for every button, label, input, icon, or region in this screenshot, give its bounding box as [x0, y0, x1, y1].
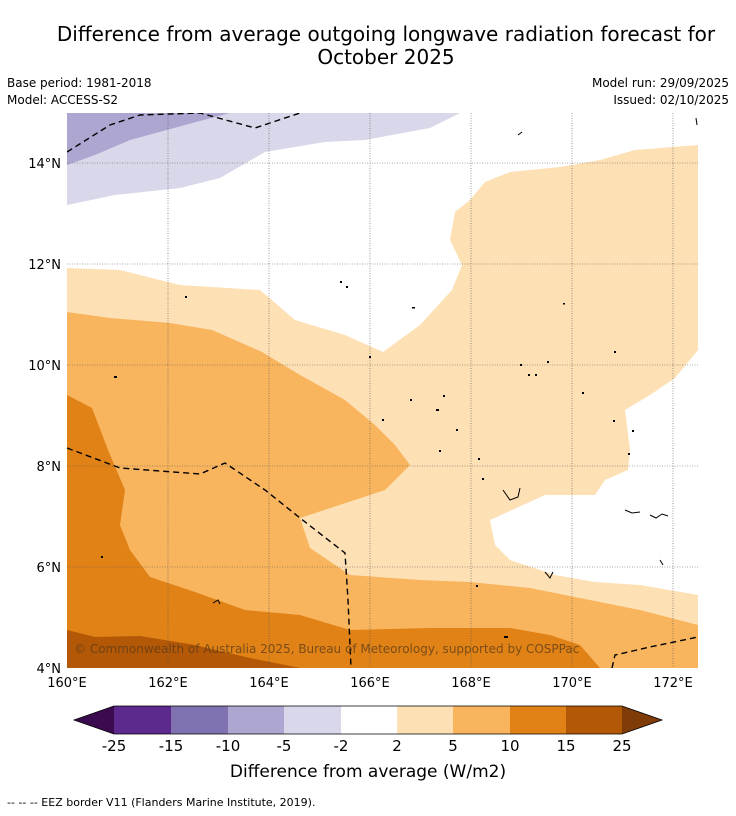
colorbar-tick: -15 — [159, 737, 184, 755]
colorbar — [72, 705, 664, 735]
colorbar-tick: -5 — [277, 737, 292, 755]
colorbar-swatch — [510, 706, 566, 734]
meta-right: Model run: 29/09/2025 Issued: 02/10/2025 — [592, 75, 729, 109]
colorbar-tick: 15 — [556, 737, 575, 755]
band-neg10-5 — [67, 113, 230, 165]
colorbar-tick: -10 — [216, 737, 241, 755]
lon-tick-label: 170°E — [552, 676, 592, 691]
map-title-line1: Difference from average outgoing longwav… — [56, 22, 716, 46]
model-run-text: Model run: 29/09/2025 — [591, 76, 729, 90]
lat-tick-label: 4°N — [37, 662, 62, 677]
model-text: Model: ACCESS-S2 — [7, 93, 119, 107]
graticule — [67, 113, 698, 668]
colorbar-swatch — [228, 706, 284, 734]
colorbar-swatch — [397, 706, 453, 734]
lat-tick-label: 12°N — [28, 258, 61, 273]
lon-tick-label: 164°E — [249, 676, 289, 691]
band-pos10-15 — [67, 395, 600, 668]
islands — [212, 117, 698, 605]
colorbar-swatch — [171, 706, 228, 734]
colorbar-swatch — [341, 706, 397, 734]
lon-tick-label: 162°E — [148, 676, 188, 691]
lon-tick-label: 168°E — [451, 676, 491, 691]
colorbar-tick: 2 — [392, 737, 402, 755]
colorbar-swatch — [566, 706, 622, 734]
colorbar-extend-low — [74, 706, 114, 734]
meta-left: Base period: 1981-2018 Model: ACCESS-S2 — [7, 75, 152, 109]
issued-text: Issued: 02/10/2025 — [613, 93, 729, 107]
band-pos5-10 — [67, 312, 698, 668]
colorbar-tick: -2 — [334, 737, 349, 755]
lon-tick-label: 166°E — [350, 676, 390, 691]
island-dots — [101, 281, 634, 638]
lat-tick-label: 10°N — [28, 359, 61, 374]
colorbar-tick: 10 — [500, 737, 519, 755]
lon-axis-labels: 160°E 162°E 164°E 166°E 168°E 170°E 172°… — [47, 676, 693, 691]
colorbar-outline — [72, 705, 664, 735]
base-period-text: Base period: 1981-2018 — [7, 76, 152, 90]
map-plot-area: © Commonwealth of Australia 2025, Bureau… — [67, 113, 698, 668]
lat-tick-label: 6°N — [37, 561, 62, 576]
lat-axis-labels: 14°N 12°N 10°N 8°N 6°N 4°N — [28, 157, 61, 677]
copyright-watermark: © Commonwealth of Australia 2025, Bureau… — [74, 642, 579, 656]
lat-tick-label: 14°N — [28, 157, 61, 172]
band-pos15-25 — [67, 630, 300, 668]
map-title-line2: October 2025 — [317, 45, 455, 69]
colorbar-tick: 5 — [448, 737, 458, 755]
colorbar-tick-labels: -25 -15 -10 -5 -2 2 5 10 15 25 — [102, 737, 632, 755]
colorbar-swatch — [284, 706, 341, 734]
colorbar-label: Difference from average (W/m2) — [229, 762, 507, 782]
eez-border — [67, 113, 698, 668]
lon-tick-label: 172°E — [653, 676, 693, 691]
colorbar-swatch — [114, 706, 171, 734]
band-neg5-2 — [67, 113, 460, 205]
colorbar-extend-high — [622, 706, 662, 734]
eez-legend-text: -- -- -- EEZ border V11 (Flanders Marine… — [7, 796, 316, 809]
colorbar-tick: -25 — [102, 737, 127, 755]
colorbar-swatch — [453, 706, 510, 734]
lon-tick-label: 160°E — [47, 676, 87, 691]
lat-tick-label: 8°N — [37, 460, 62, 475]
colorbar-tick: 25 — [612, 737, 631, 755]
